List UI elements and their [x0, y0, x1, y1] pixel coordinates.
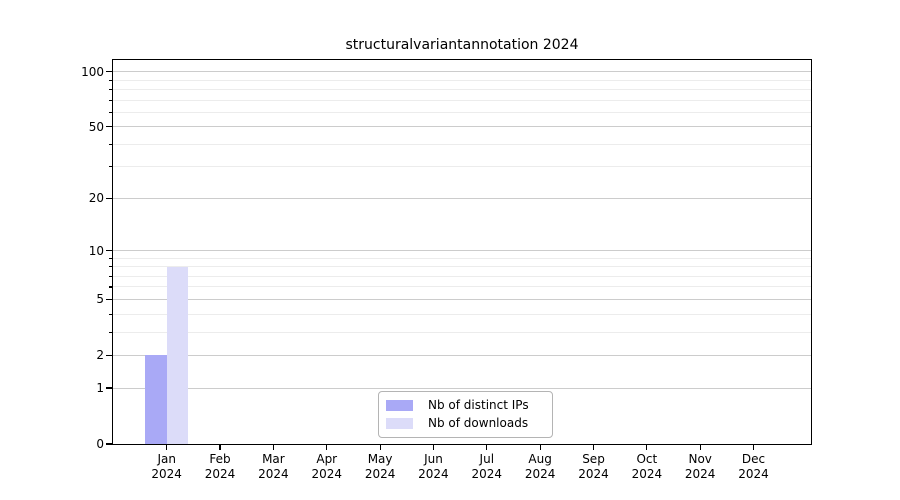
x-tick-label-year: 2024 — [471, 467, 503, 481]
y-tick-minor — [108, 99, 112, 101]
x-tick-label-year: 2024 — [631, 467, 663, 481]
x-tick-mark — [539, 445, 541, 451]
chart-title: structuralvariantannotation 2024 — [345, 37, 579, 53]
y-tick-minor — [108, 275, 112, 277]
x-tick-mark — [752, 445, 755, 451]
x-tick-mark — [379, 445, 381, 451]
y-tick-label: 0 — [96, 437, 104, 451]
x-tick-label-month: Mar — [262, 452, 285, 466]
x-tick-label-year: 2024 — [311, 467, 343, 481]
legend-label-downloads: Nb of downloads — [428, 416, 529, 430]
x-tick-mark — [646, 445, 648, 451]
x-tick-mark — [272, 445, 274, 451]
x-tick-label-month: Oct — [636, 452, 658, 466]
plot-border — [111, 58, 813, 446]
x-tick-label-year: 2024 — [204, 467, 236, 481]
y-gridline-minor — [113, 143, 811, 145]
y-gridline-major — [113, 354, 811, 356]
legend-item-distinct-ips: Nb of distinct IPs — [386, 398, 544, 413]
legend-swatch-distinct-ips — [386, 400, 413, 411]
y-gridline-minor — [113, 275, 811, 277]
y-tick-mark — [105, 197, 112, 199]
x-tick-label-year: 2024 — [151, 467, 182, 481]
y-gridline-minor — [113, 257, 811, 259]
y-tick-minor — [108, 111, 112, 113]
y-gridline-major — [113, 298, 811, 300]
y-tick-mark — [105, 298, 112, 300]
y-tick-minor — [108, 88, 112, 90]
y-gridline-major — [113, 71, 811, 73]
y-gridline-major — [113, 250, 811, 251]
legend: Nb of distinct IPs Nb of downloads — [378, 391, 553, 438]
x-tick-mark — [699, 445, 701, 451]
x-tick-label-year: 2024 — [524, 467, 556, 481]
y-tick-label: 5 — [96, 292, 104, 307]
y-tick-minor — [108, 313, 112, 315]
x-tick-label-year: 2024 — [578, 467, 609, 481]
x-tick-label-month: Dec — [741, 452, 766, 466]
x-tick-label-year: 2024 — [684, 467, 716, 481]
y-tick-label: 2 — [96, 348, 104, 363]
x-tick-label-year: 2024 — [258, 467, 289, 481]
y-gridline-minor — [113, 111, 811, 113]
y-gridline-minor — [113, 99, 811, 101]
x-tick-label-month: Aug — [528, 452, 552, 466]
y-gridline-minor — [113, 266, 811, 268]
x-tick-mark — [486, 445, 488, 451]
y-gridline-minor — [113, 286, 811, 288]
y-gridline-major — [113, 387, 811, 389]
y-tick-minor — [108, 143, 112, 145]
x-tick-mark — [432, 445, 435, 451]
y-gridline-minor — [113, 79, 811, 81]
y-tick-label: 10 — [88, 243, 104, 258]
y-tick-minor — [108, 79, 112, 81]
x-tick-label-month: Apr — [316, 452, 338, 466]
y-tick-label: 20 — [88, 191, 104, 206]
bar-nb-of-distinct-ips-jan — [145, 355, 167, 444]
y-tick-mark — [105, 354, 112, 356]
y-gridline-minor — [113, 331, 811, 333]
legend-swatch-downloads — [386, 418, 413, 429]
x-tick-mark — [326, 445, 328, 451]
x-tick-label-year: 2024 — [738, 467, 769, 481]
x-tick-mark — [592, 445, 595, 451]
y-tick-mark — [105, 249, 112, 252]
x-tick-label-year: 2024 — [418, 467, 449, 481]
x-tick-label-month: May — [367, 452, 393, 466]
y-tick-mark — [105, 387, 112, 389]
x-tick-label-month: Jun — [424, 452, 443, 466]
y-tick-label: 1 — [96, 381, 104, 396]
legend-item-downloads: Nb of downloads — [386, 416, 544, 431]
y-gridline-minor — [113, 313, 811, 315]
y-tick-label: 50 — [88, 119, 104, 134]
y-gridline-major — [113, 197, 811, 199]
x-tick-label-month: Jan — [157, 452, 176, 466]
y-tick-mark — [105, 443, 112, 445]
x-tick-mark — [219, 445, 221, 451]
x-tick-label-year: 2024 — [364, 467, 396, 481]
y-tick-minor — [108, 286, 112, 288]
y-gridline-major — [113, 126, 811, 128]
bar-nb-of-downloads-jan — [166, 266, 189, 444]
y-tick-mark — [105, 126, 112, 128]
x-tick-label-month: Feb — [209, 452, 231, 466]
x-tick-label-month: Nov — [688, 452, 712, 466]
x-tick-mark — [166, 445, 168, 451]
legend-label-distinct-ips: Nb of distinct IPs — [428, 398, 529, 412]
y-tick-mark — [105, 70, 112, 73]
y-tick-minor — [108, 266, 112, 268]
y-gridline-minor — [113, 166, 811, 168]
y-tick-label: 100 — [81, 64, 104, 79]
y-tick-minor — [108, 331, 112, 333]
y-tick-minor — [108, 166, 112, 168]
y-tick-minor — [108, 257, 112, 259]
y-gridline-minor — [113, 88, 811, 90]
x-tick-label-month: Jul — [479, 452, 495, 466]
x-tick-label-month: Sep — [582, 452, 605, 466]
